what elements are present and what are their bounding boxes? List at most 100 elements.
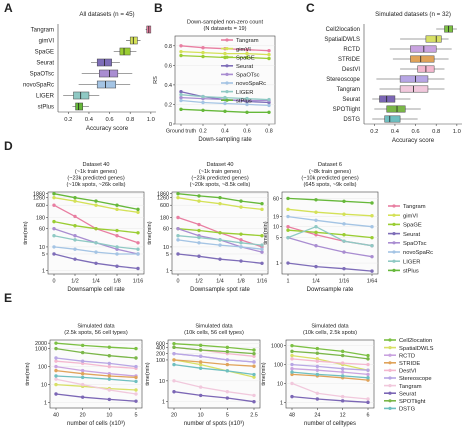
panel-e3: Simulated data(10k cells, 2.5k spots) 100… — [261, 323, 434, 427]
series-seurat — [173, 391, 255, 403]
data-point — [54, 341, 58, 345]
data-point — [290, 394, 294, 399]
series-gimvi — [287, 208, 373, 217]
data-point — [80, 343, 85, 348]
legend-marker — [392, 232, 396, 236]
data-point — [290, 372, 294, 377]
data-point — [197, 241, 201, 245]
data-point — [267, 110, 271, 114]
x-tick-label: 0.2 — [199, 129, 207, 135]
y-tick-label: 10 — [277, 381, 283, 387]
y-tick-label: 1 — [42, 268, 45, 274]
legend-label: Tangram — [403, 204, 426, 210]
data-point — [252, 360, 256, 364]
panel-title: (~20k spots, ~8.5k cells) — [190, 182, 251, 188]
box-spotlight — [386, 105, 406, 113]
data-point — [115, 203, 119, 207]
data-point — [179, 92, 183, 97]
data-point — [218, 231, 222, 235]
data-point — [252, 348, 256, 352]
series-stride — [291, 373, 369, 381]
data-point — [340, 353, 345, 358]
data-point — [73, 247, 77, 251]
data-point — [94, 261, 98, 266]
data-point — [366, 362, 370, 367]
data-point — [252, 375, 256, 379]
panel-e2: Simulated data(10k cells, 56 cell types)… — [145, 323, 261, 427]
data-point — [115, 207, 119, 212]
legend-marker — [388, 353, 392, 357]
data-point — [314, 264, 318, 269]
x-tick-label: 0.8 — [126, 117, 134, 123]
series-destvi — [291, 358, 369, 366]
data-point — [197, 254, 201, 258]
data-point — [179, 49, 183, 54]
category-label: DSTG — [343, 117, 360, 123]
x-tick-label: 6 — [367, 413, 370, 419]
data-point — [223, 109, 227, 113]
series-spaotsc — [287, 236, 373, 258]
data-point — [94, 241, 98, 245]
series-spotlight — [291, 350, 369, 360]
data-point — [52, 226, 56, 231]
panel-title: Simulated datasets (n = 32) — [375, 11, 451, 18]
y-tick-label: 0.8 — [165, 44, 173, 50]
data-point — [115, 228, 119, 233]
category-label: Seurat — [36, 61, 54, 67]
x-tick-label: 5 — [135, 413, 138, 419]
data-point — [340, 367, 345, 371]
data-point — [366, 400, 370, 405]
series-tangram — [291, 382, 369, 400]
data-point — [239, 245, 243, 249]
data-point — [239, 238, 243, 242]
data-point — [290, 349, 294, 354]
x-tick-label: 2.5 — [250, 413, 258, 419]
panel-title: Simulated data — [77, 323, 115, 329]
x-tick-label: 12 — [340, 413, 346, 419]
data-point — [73, 224, 77, 228]
data-point — [245, 51, 249, 56]
legend-marker — [392, 222, 396, 226]
x-axis-label: Downsample spot rate — [190, 287, 250, 293]
y-tick-label: 1 — [44, 401, 47, 407]
x-axis-label: Accuracy score — [392, 137, 435, 144]
panel-e1: Simulated data(2.5k spots, 56 cell types… — [25, 323, 143, 427]
data-point — [314, 198, 318, 202]
y-tick-label: 600 — [36, 203, 45, 209]
category-label: SpatialDWLS — [324, 37, 360, 43]
x-tick-label: 48 — [289, 413, 295, 419]
data-point — [176, 238, 180, 242]
data-point — [218, 195, 222, 200]
panel-d2: Dataset 40(~1k train genes)(~23k predict… — [147, 162, 269, 293]
legend-label: novoSpaRc — [236, 81, 266, 87]
data-point — [73, 195, 77, 200]
data-point — [52, 219, 56, 224]
data-point — [80, 375, 85, 380]
data-point — [80, 350, 85, 355]
data-point — [52, 252, 56, 256]
y-tick-label: 180 — [160, 215, 169, 221]
data-point — [115, 264, 119, 268]
panel-title: (645 spots, ~9k cells) — [303, 182, 356, 188]
category-label: SPOTlight — [333, 107, 361, 113]
panel-d3: Dataset 6(~8k train genes)(~10k predicte… — [263, 162, 433, 293]
data-point — [107, 354, 112, 358]
y-tick-label: 2000 — [35, 341, 47, 347]
x-tick-label: 10 — [106, 413, 112, 419]
data-point — [223, 101, 227, 106]
legend-label: SpatialDWLS — [399, 346, 434, 352]
y-tick-label: 5 — [42, 252, 45, 258]
data-point — [286, 228, 290, 232]
x-tick-label: 1.0 — [147, 117, 155, 123]
x-tick-label: 1.0 — [453, 129, 461, 135]
data-point — [286, 224, 290, 229]
data-point — [134, 346, 138, 351]
panel-title: All datasets (n = 45) — [79, 11, 134, 18]
data-point — [176, 195, 180, 200]
panel-title: (~1k train genes) — [75, 169, 117, 175]
data-point — [340, 370, 345, 374]
legend-marker — [225, 47, 229, 51]
panel-title: (2.5k spots, 56 cell types) — [64, 330, 128, 336]
y-tick-label: 60 — [39, 227, 45, 233]
data-point — [176, 192, 180, 196]
